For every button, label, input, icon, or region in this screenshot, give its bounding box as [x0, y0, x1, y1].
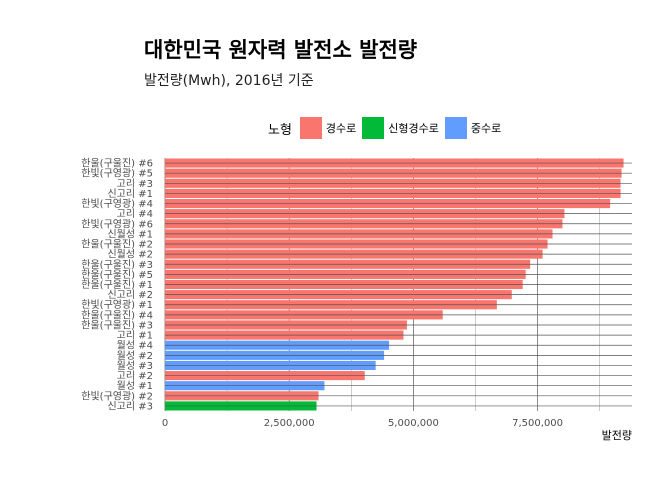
y-tick-label: 고리 #1: [117, 330, 153, 342]
y-tick-label: 고리 #2: [117, 370, 153, 382]
legend-item-light-water: 경수로: [299, 117, 357, 139]
chart-title: 대한민국 원자력 발전소 발전량: [144, 38, 418, 62]
y-tick-label: 한빛(구영광) #1: [81, 299, 153, 311]
legend-item-advanced-light-water: 신형경수로: [362, 117, 439, 139]
legend-label-advanced-light-water: 신형경수로: [388, 122, 439, 135]
y-tick-label: 한울(구울진) #2: [81, 239, 153, 251]
legend: 노형 경수로 신형경수로 중수로: [268, 117, 507, 139]
y-tick-label: 한울(구울진) #3: [81, 319, 153, 331]
legend-key-heavy-water: [444, 117, 467, 139]
y-tick-label: 한울(구울진) #1: [81, 279, 153, 291]
hgrid-layer: [165, 162, 632, 407]
y-tick-label: 한빛(구영광) #4: [81, 198, 153, 210]
y-tick-label: 신월성 #1: [107, 228, 153, 240]
y-tick-label: 신월성 #2: [107, 249, 153, 261]
legend-label-light-water: 경수로: [325, 122, 357, 135]
y-tick-label: 고리 #3: [117, 178, 153, 190]
y-tick-label: 한울(구울진) #3: [81, 259, 153, 271]
y-tick-label: 한빛(구영광) #2: [81, 390, 153, 402]
y-tick-label: 월성 #3: [117, 360, 153, 372]
legend-item-heavy-water: 중수로: [444, 117, 502, 139]
x-tick-label: 2,500,000: [264, 418, 315, 429]
y-tick-label: 고리 #4: [117, 208, 153, 220]
y-tick-label: 월성 #4: [117, 340, 153, 352]
y-tick-label: 신고리 #2: [107, 289, 153, 301]
legend-title: 노형: [268, 122, 292, 138]
x-tick-label: 7,500,000: [512, 418, 563, 429]
y-tick-label: 한울(구울진) #6: [81, 158, 153, 170]
y-tick-label: 한빛(구영광) #5: [81, 168, 153, 180]
legend-key-advanced-light-water: [362, 117, 385, 139]
y-tick-label: 한빛(구영광) #6: [81, 218, 153, 230]
x-axis-title: 발전량: [602, 429, 632, 442]
y-tick-label: 신고리 #3: [107, 400, 153, 412]
chart-subtitle: 발전량(Mwh), 2016년 기준: [144, 73, 314, 89]
x-tick-label: 0: [162, 418, 168, 429]
x-tick-label: 5,000,000: [388, 418, 439, 429]
y-tick-label: 한울(구울진) #5: [81, 269, 153, 281]
y-tick-label: 신고리 #1: [107, 188, 153, 200]
y-tick-label: 한울(구울진) #4: [81, 309, 153, 321]
y-tick-label: 월성 #2: [117, 350, 153, 362]
legend-key-light-water: [299, 117, 322, 139]
y-tick-label: 월성 #1: [117, 380, 153, 392]
legend-label-heavy-water: 중수로: [470, 122, 502, 135]
